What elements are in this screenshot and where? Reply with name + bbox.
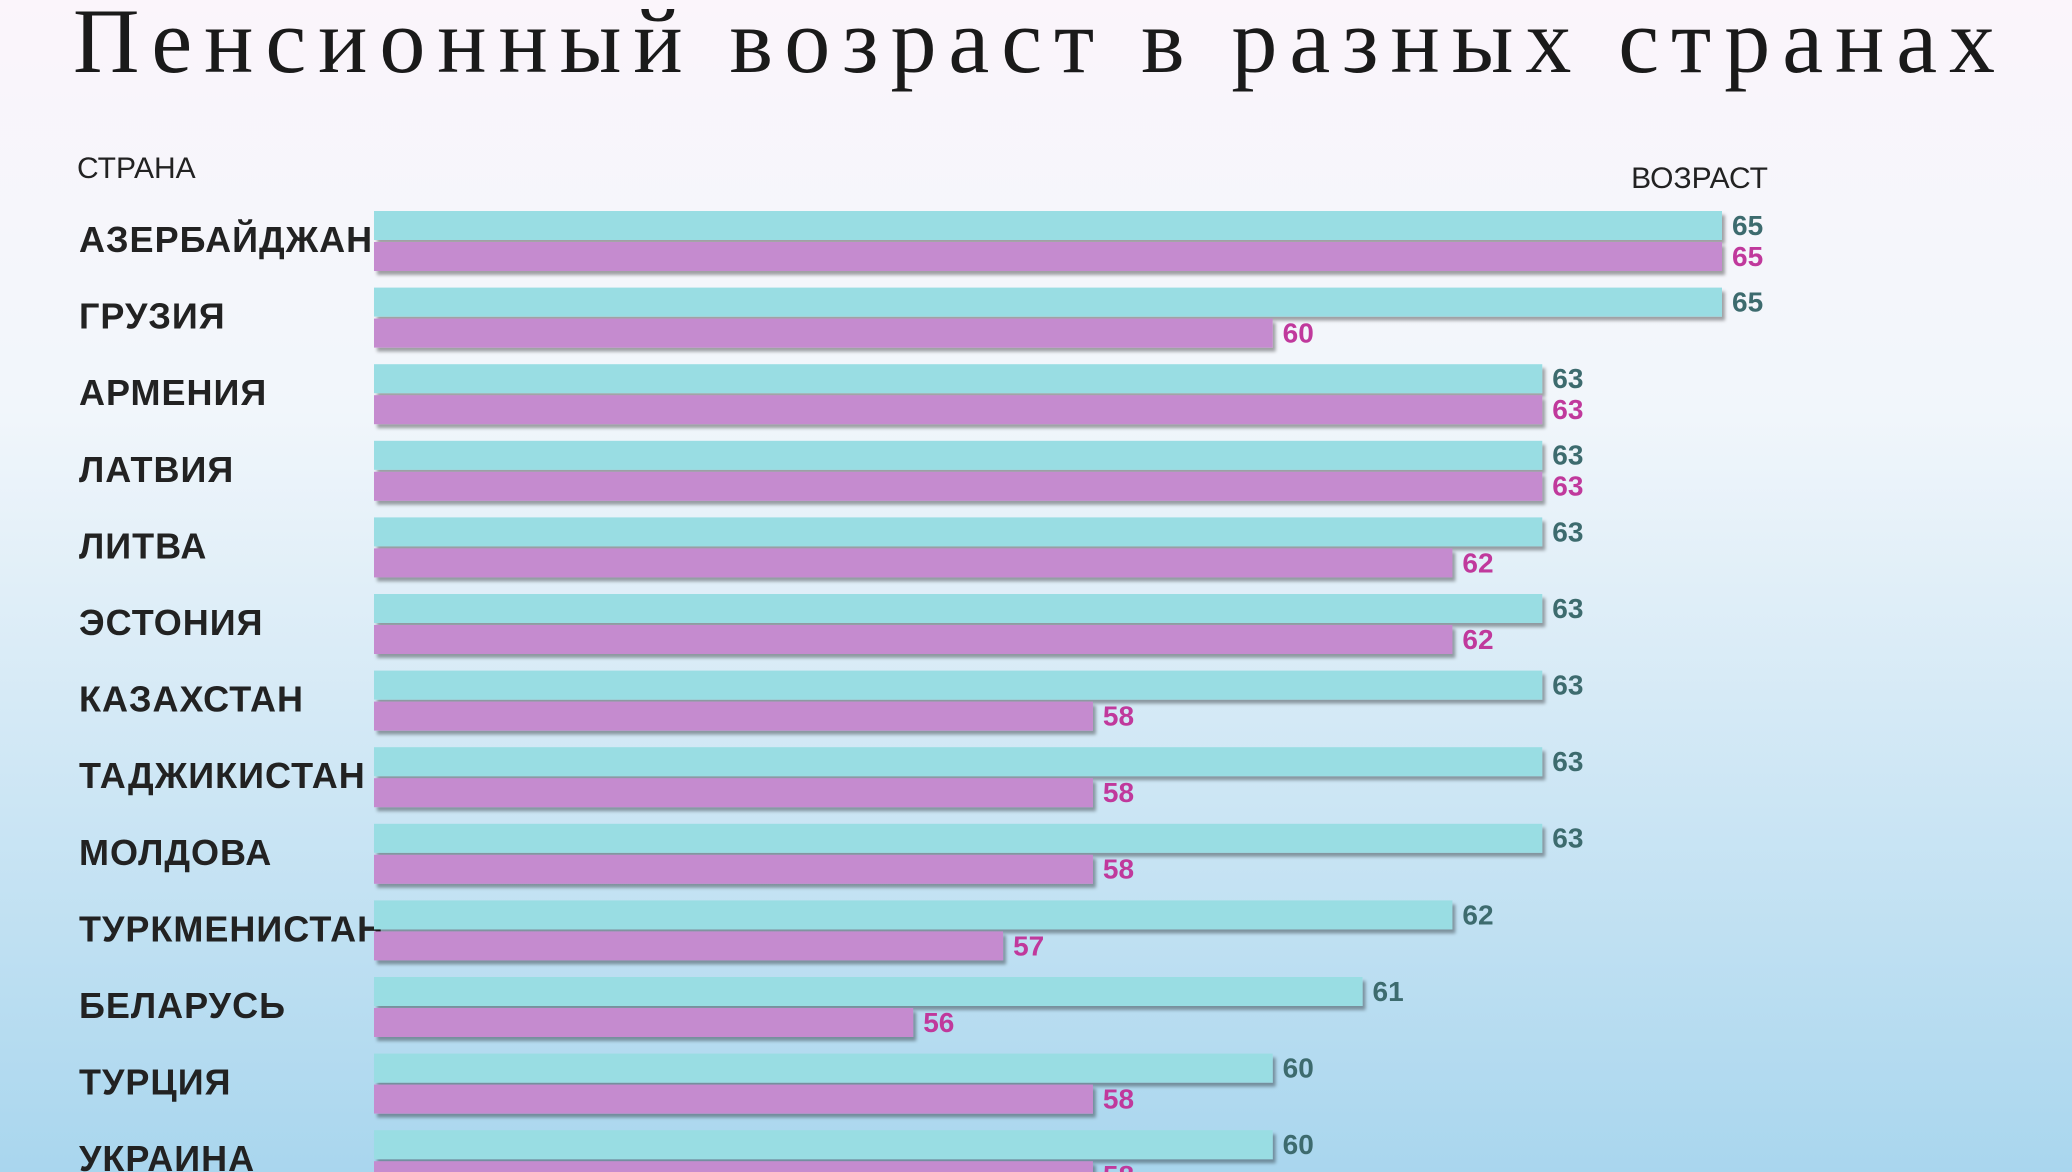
value-label: 58 — [1103, 854, 1134, 885]
category-label: ЭСТОНИЯ — [79, 602, 264, 643]
category-label: УКРАИНА — [79, 1138, 255, 1172]
bar — [374, 594, 1543, 623]
value-label: 62 — [1462, 547, 1493, 578]
value-label: 63 — [1552, 746, 1583, 777]
bar — [374, 1130, 1273, 1160]
value-label: 58 — [1103, 700, 1134, 731]
bar — [374, 823, 1543, 853]
value-label: 62 — [1462, 899, 1493, 930]
bar — [374, 517, 1543, 547]
value-label: 65 — [1732, 210, 1763, 241]
category-label: ЛАТВИЯ — [79, 449, 234, 490]
category-label: ТУРЦИЯ — [79, 1062, 231, 1103]
value-label: 63 — [1552, 593, 1583, 624]
x-axis-label: ВОЗРАСТ — [1631, 162, 1768, 195]
value-label: 57 — [1013, 930, 1044, 961]
value-label: 63 — [1552, 363, 1583, 394]
bar — [374, 900, 1453, 930]
value-label: 58 — [1103, 1083, 1134, 1114]
category-label: АРМЕНИЯ — [79, 372, 267, 413]
value-label: 63 — [1552, 394, 1583, 425]
bar — [374, 977, 1363, 1006]
bar — [374, 625, 1453, 654]
value-label: 63 — [1552, 516, 1583, 547]
bar — [374, 747, 1543, 777]
bar — [374, 548, 1453, 578]
bar — [374, 1161, 1093, 1172]
value-label: 63 — [1552, 823, 1583, 854]
bar — [374, 211, 1722, 240]
category-label: ГРУЗИЯ — [79, 296, 226, 337]
bar — [374, 778, 1093, 808]
bar — [374, 931, 1004, 961]
bar — [374, 701, 1093, 731]
bar — [374, 440, 1543, 470]
value-label: 63 — [1552, 471, 1583, 502]
bar — [374, 395, 1543, 425]
value-label: 56 — [923, 1007, 954, 1038]
value-label: 62 — [1462, 624, 1493, 655]
bar — [374, 471, 1543, 501]
value-label: 58 — [1103, 1160, 1134, 1172]
value-label: 65 — [1732, 286, 1763, 317]
y-axis-label: СТРАНА — [77, 152, 196, 185]
category-label: КАЗАХСТАН — [79, 679, 304, 720]
bar — [374, 318, 1273, 348]
bar — [374, 242, 1722, 271]
value-label: 60 — [1283, 1129, 1314, 1160]
category-label: ТАДЖИКИСТАН — [79, 755, 366, 796]
chart-title: Пенсионный возраст в разных странах — [73, 0, 1995, 92]
bar — [374, 364, 1543, 394]
value-label: 60 — [1283, 1052, 1314, 1083]
value-label: 58 — [1103, 777, 1134, 808]
value-label: 63 — [1552, 669, 1583, 700]
category-label: БЕЛАРУСЬ — [79, 985, 286, 1026]
bar — [374, 1084, 1093, 1114]
category-label: ЛИТВА — [79, 525, 207, 566]
category-label: АЗЕРБАЙДЖАН — [79, 218, 373, 260]
value-label: 65 — [1732, 241, 1763, 272]
value-label: 61 — [1373, 976, 1404, 1007]
category-label: МОЛДОВА — [79, 832, 272, 873]
category-label: ТУРКМЕНИСТАН — [79, 908, 384, 949]
bar — [374, 1008, 914, 1037]
bar — [374, 670, 1543, 700]
bar — [374, 287, 1722, 317]
value-label: 60 — [1283, 317, 1314, 348]
bar — [374, 854, 1093, 884]
bar — [374, 1053, 1273, 1083]
value-label: 63 — [1552, 440, 1583, 471]
